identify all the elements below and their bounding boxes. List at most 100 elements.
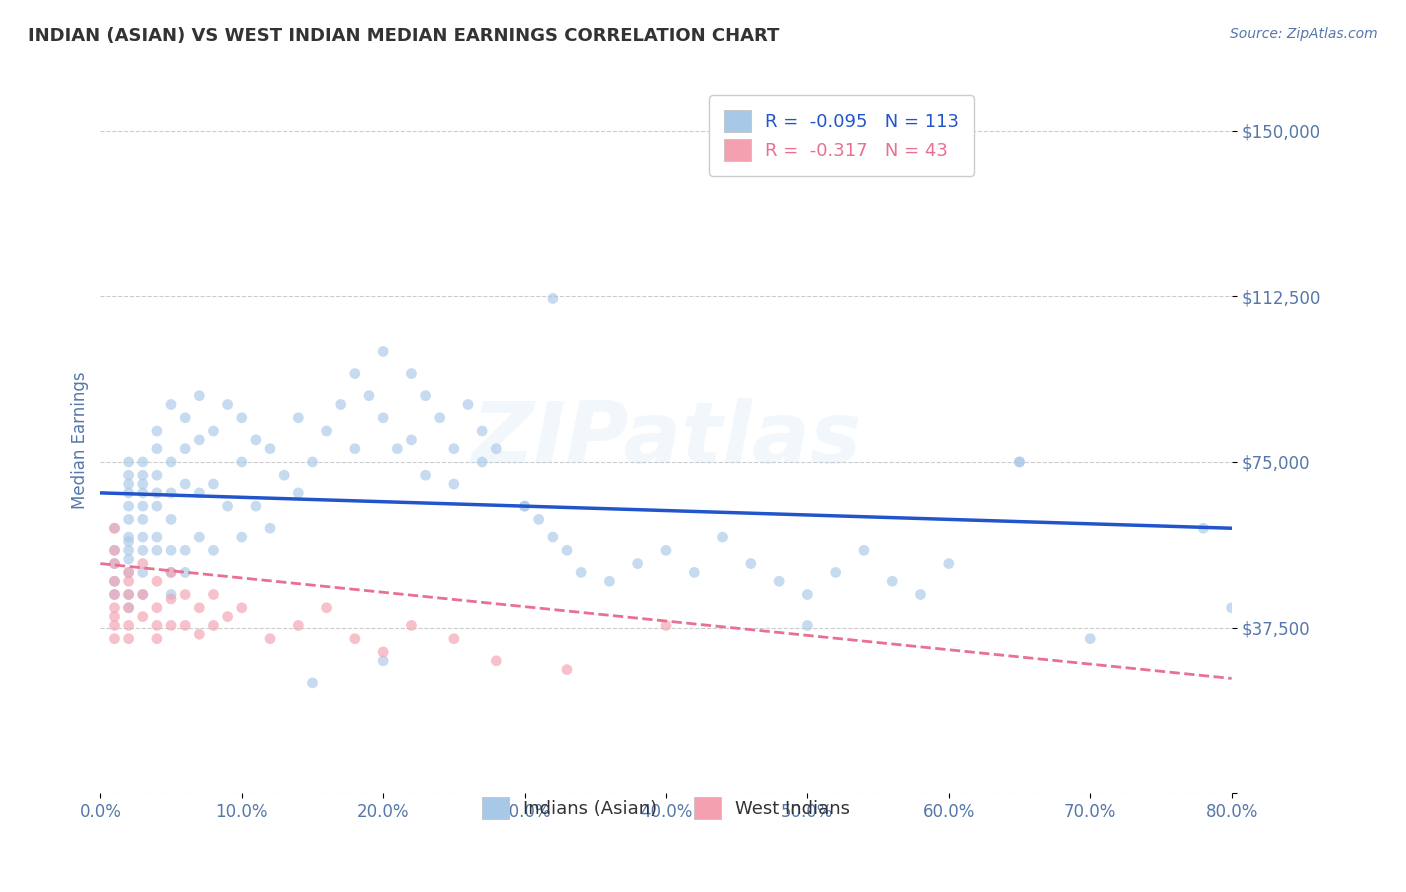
Point: [217, 609, 239, 624]
Point: [796, 618, 818, 632]
Point: [188, 627, 211, 641]
Point: [160, 486, 183, 500]
Point: [117, 566, 139, 580]
Point: [443, 477, 465, 491]
Point: [343, 367, 366, 381]
Point: [373, 645, 395, 659]
Point: [527, 512, 550, 526]
Point: [541, 292, 564, 306]
Point: [103, 543, 125, 558]
Point: [174, 477, 197, 491]
Point: [357, 389, 380, 403]
Point: [117, 455, 139, 469]
Point: [146, 468, 169, 483]
Point: [231, 600, 253, 615]
Point: [938, 557, 960, 571]
Point: [103, 618, 125, 632]
Point: [259, 442, 281, 456]
Text: Source: ZipAtlas.com: Source: ZipAtlas.com: [1230, 27, 1378, 41]
Point: [103, 600, 125, 615]
Point: [1008, 455, 1031, 469]
Point: [373, 654, 395, 668]
Point: [343, 632, 366, 646]
Point: [443, 632, 465, 646]
Point: [401, 618, 423, 632]
Point: [174, 410, 197, 425]
Point: [202, 543, 225, 558]
Point: [655, 543, 678, 558]
Point: [103, 587, 125, 601]
Point: [117, 632, 139, 646]
Point: [188, 486, 211, 500]
Point: [683, 566, 706, 580]
Point: [1220, 600, 1243, 615]
Point: [202, 424, 225, 438]
Point: [132, 587, 155, 601]
Point: [174, 587, 197, 601]
Point: [598, 574, 620, 589]
Point: [457, 397, 479, 411]
Point: [401, 367, 423, 381]
Text: ZIPatlas: ZIPatlas: [471, 399, 860, 482]
Point: [910, 587, 932, 601]
Point: [132, 499, 155, 513]
Point: [103, 574, 125, 589]
Point: [485, 654, 508, 668]
Point: [103, 632, 125, 646]
Point: [146, 600, 169, 615]
Point: [117, 499, 139, 513]
Point: [174, 618, 197, 632]
Point: [485, 442, 508, 456]
Point: [231, 530, 253, 544]
Point: [174, 442, 197, 456]
Point: [555, 663, 578, 677]
Point: [160, 543, 183, 558]
Point: [160, 566, 183, 580]
Point: [513, 499, 536, 513]
Point: [443, 442, 465, 456]
Point: [202, 618, 225, 632]
Point: [740, 557, 762, 571]
Point: [541, 530, 564, 544]
Point: [103, 557, 125, 571]
Point: [513, 499, 536, 513]
Point: [882, 574, 904, 589]
Point: [146, 543, 169, 558]
Point: [217, 397, 239, 411]
Point: [387, 442, 409, 456]
Text: INDIAN (ASIAN) VS WEST INDIAN MEDIAN EARNINGS CORRELATION CHART: INDIAN (ASIAN) VS WEST INDIAN MEDIAN EAR…: [28, 27, 779, 45]
Point: [132, 468, 155, 483]
Point: [1078, 632, 1101, 646]
Point: [852, 543, 875, 558]
Point: [132, 609, 155, 624]
Point: [132, 486, 155, 500]
Point: [401, 433, 423, 447]
Point: [117, 530, 139, 544]
Point: [117, 512, 139, 526]
Point: [160, 455, 183, 469]
Point: [259, 521, 281, 535]
Point: [160, 397, 183, 411]
Point: [132, 512, 155, 526]
Point: [231, 455, 253, 469]
Point: [160, 618, 183, 632]
Point: [415, 468, 437, 483]
Point: [824, 566, 846, 580]
Point: [117, 574, 139, 589]
Point: [132, 543, 155, 558]
Point: [471, 455, 494, 469]
Point: [132, 477, 155, 491]
Point: [117, 566, 139, 580]
Point: [1192, 521, 1215, 535]
Point: [117, 600, 139, 615]
Point: [103, 521, 125, 535]
Point: [768, 574, 790, 589]
Point: [287, 410, 309, 425]
Point: [315, 600, 337, 615]
Point: [287, 618, 309, 632]
Point: [655, 618, 678, 632]
Legend: Indians (Asian), West Indians: Indians (Asian), West Indians: [467, 783, 865, 834]
Point: [329, 397, 352, 411]
Point: [103, 587, 125, 601]
Point: [103, 543, 125, 558]
